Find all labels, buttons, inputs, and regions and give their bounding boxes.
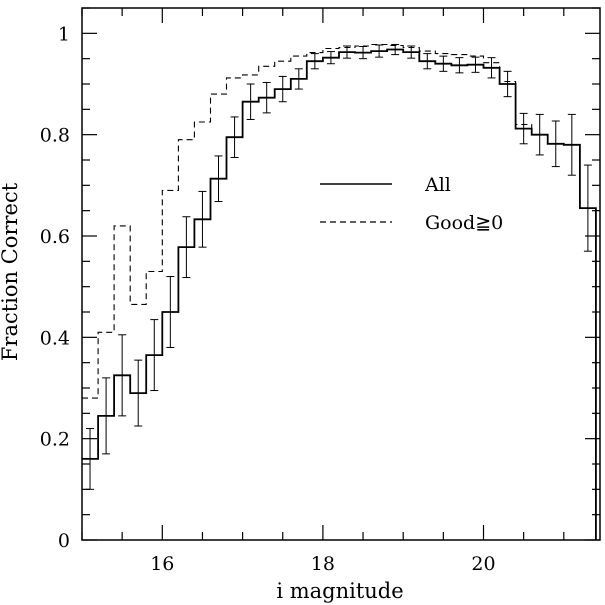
x-tick-label: 18 bbox=[311, 553, 335, 575]
series-good-line bbox=[82, 43, 597, 540]
legend-label-all: All bbox=[424, 174, 451, 196]
y-tick-label: 0.8 bbox=[40, 125, 70, 147]
legend-label-good: Good≧0 bbox=[425, 212, 503, 234]
y-axis-label: Fraction Correct bbox=[0, 182, 22, 361]
axis-ticks-group bbox=[81, 7, 600, 541]
series-group bbox=[82, 43, 597, 540]
y-tick-label: 0 bbox=[58, 530, 70, 552]
plot-frame bbox=[81, 7, 601, 541]
x-tick-label: 20 bbox=[471, 553, 495, 575]
x-tick-label: 16 bbox=[150, 553, 174, 575]
x-axis-label: i magnitude bbox=[276, 579, 403, 603]
y-tick-labels: 0 0.2 0.4 0.6 0.8 1 bbox=[40, 23, 70, 552]
y-tick-label: 1 bbox=[58, 23, 70, 45]
y-tick-label: 0.4 bbox=[40, 327, 70, 349]
error-bars-group bbox=[86, 43, 592, 490]
x-tick-labels: 16 18 20 bbox=[150, 553, 495, 575]
y-tick-label: 0.2 bbox=[40, 429, 70, 451]
plot-frame-group bbox=[81, 7, 601, 541]
series-all-line bbox=[82, 48, 597, 540]
y-tick-label: 0.6 bbox=[40, 226, 70, 248]
legend: All Good≧0 bbox=[320, 174, 503, 234]
